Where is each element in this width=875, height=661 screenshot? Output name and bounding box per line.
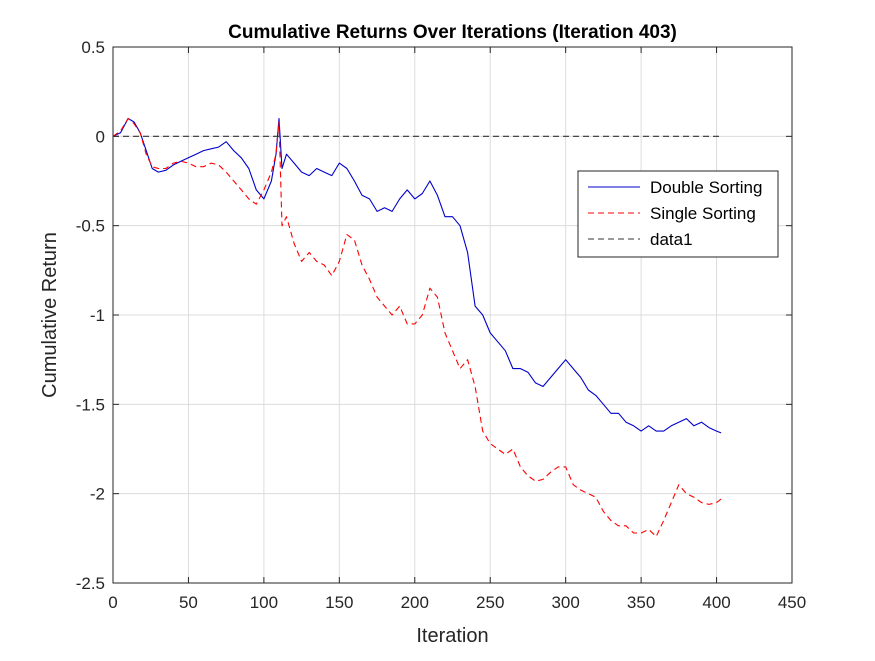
legend: Double Sorting Single Sorting data1 [578, 171, 778, 257]
x-tick-label: 350 [627, 593, 655, 612]
x-tick-label: 100 [250, 593, 278, 612]
x-tick-label: 400 [702, 593, 730, 612]
x-tick-label: 250 [476, 593, 504, 612]
x-tick-label: 450 [778, 593, 806, 612]
y-tick-label: -2.5 [76, 574, 105, 593]
x-tick-label: 150 [325, 593, 353, 612]
y-tick-label: 0 [96, 127, 105, 146]
legend-label: Single Sorting [650, 204, 756, 223]
x-axis-label: Iteration [416, 625, 488, 647]
x-tick-label: 200 [401, 593, 429, 612]
chart-title: Cumulative Returns Over Iterations (Iter… [228, 22, 677, 43]
y-tick-label: -0.5 [76, 217, 105, 236]
y-tick-label: -1 [90, 306, 105, 325]
x-tick-label: 0 [108, 593, 117, 612]
y-tick-label: -1.5 [76, 395, 105, 414]
x-tick-label: 50 [179, 593, 198, 612]
legend-label: data1 [650, 230, 693, 249]
legend-label: Double Sorting [650, 178, 762, 197]
y-tick-label: 0.5 [81, 38, 105, 57]
y-axis-label: Cumulative Return [39, 232, 61, 398]
y-tick-label: -2 [90, 485, 105, 504]
x-tick-label: 300 [551, 593, 579, 612]
